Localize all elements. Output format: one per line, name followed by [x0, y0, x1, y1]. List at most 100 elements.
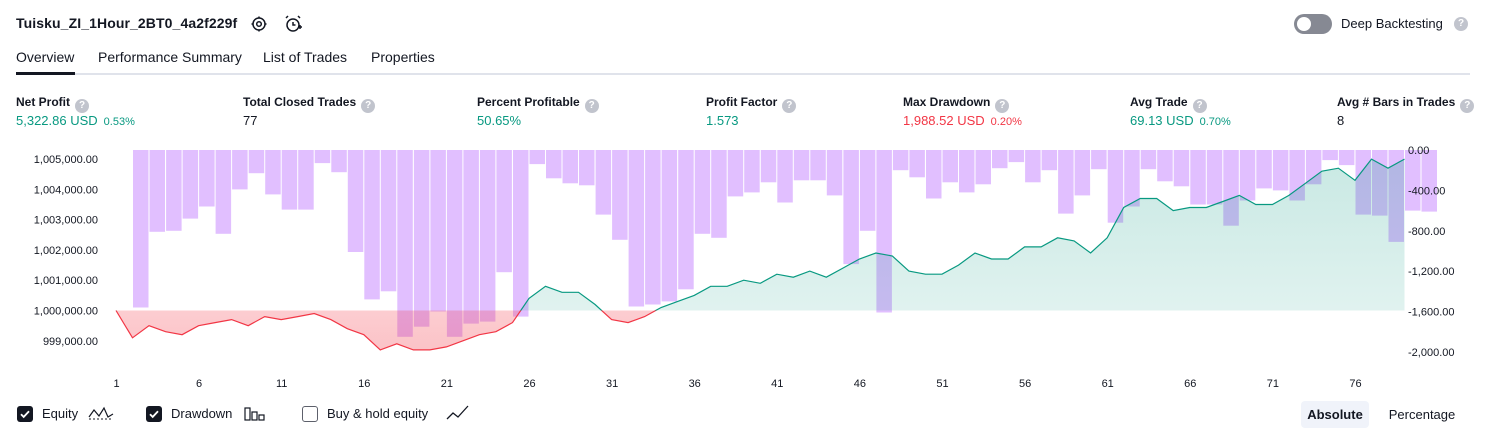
strategy-title: Tuisku_ZI_1Hour_2BT0_4a2f229f [16, 15, 238, 31]
metric-net-profit-value: 5,322.86 USD 0.53% [16, 113, 135, 128]
metric-profit-factor-label: Profit Factor? [706, 95, 797, 113]
drawdown-bar [364, 150, 380, 300]
drawdown-bar [199, 150, 215, 207]
drawdown-bar [562, 150, 578, 184]
equity-legend-label[interactable]: Equity [42, 406, 79, 421]
drawdown-bar [612, 150, 628, 240]
metric-profit-factor-value: 1.573 [706, 113, 739, 128]
drawdown-bar [1140, 150, 1157, 170]
x-axis-tick: 66 [1184, 378, 1196, 390]
drawdown-bar [926, 150, 942, 199]
drawdown-bar [347, 150, 364, 252]
metric-net-profit-label: Net Profit? [16, 95, 89, 113]
left-axis-tick: 999,000.00 [43, 336, 98, 348]
drawdown-bar [182, 150, 199, 219]
equity-profit-area [116, 159, 1405, 311]
drawdown-bar [1157, 150, 1173, 182]
drawdown-bar [1173, 150, 1190, 187]
drawdown-bar [529, 150, 545, 165]
info-icon[interactable]: ? [1192, 99, 1207, 113]
right-axis-tick: -400.00 [1408, 185, 1445, 197]
add-alert-icon[interactable] [283, 14, 303, 34]
drawdown-bar [1041, 150, 1058, 171]
drawdown-bar [232, 150, 248, 190]
equity-line-loss [115, 310, 657, 351]
right-axis-tick: 0.00 [1408, 145, 1429, 157]
equity-checkbox[interactable] [17, 406, 33, 422]
left-axis-tick: 1,001,000.00 [34, 275, 98, 287]
x-axis-tick: 76 [1349, 378, 1361, 390]
x-axis-tick: 36 [689, 378, 701, 390]
drawdown-bar [281, 150, 298, 210]
drawdown-bar [843, 150, 859, 265]
left-axis-tick: 1,002,000.00 [34, 245, 98, 257]
metric-avg-bars-value: 8 [1337, 113, 1345, 128]
gear-icon[interactable] [249, 14, 269, 34]
deep-backtesting-label: Deep Backtesting [1341, 16, 1443, 31]
drawdown-bar [909, 150, 925, 178]
drawdown-bar [892, 150, 909, 171]
drawdown-bar [248, 150, 265, 174]
info-icon[interactable]: ? [1460, 99, 1475, 113]
equity-drawdown-chart: 1,005,000.00 1,004,000.00 1,003,000.00 1,00… [34, 145, 1455, 390]
x-axis-tick: 21 [441, 378, 453, 390]
help-icon[interactable]: ? [1454, 17, 1468, 31]
info-icon[interactable]: ? [75, 99, 89, 113]
left-axis-tick: 1,003,000.00 [34, 215, 98, 227]
info-icon[interactable]: ? [584, 99, 599, 113]
tab-properties[interactable]: Properties [371, 49, 435, 65]
buy-hold-legend-label[interactable]: Buy & hold equity [327, 406, 429, 421]
drawdown-bar [777, 150, 793, 203]
right-axis-tick: -1,600.00 [1408, 307, 1454, 319]
drawdown-bar [1256, 150, 1272, 189]
left-axis-tick: 1,005,000.00 [34, 154, 98, 166]
drawdown-bar [215, 150, 232, 234]
metric-percent-profitable-label: Percent Profitable? [477, 95, 599, 113]
x-axis-tick: 26 [523, 378, 535, 390]
tab-performance-summary[interactable]: Performance Summary [98, 49, 242, 65]
drawdown-bar [133, 150, 149, 308]
drawdown-bar [331, 150, 347, 173]
drawdown-bar [595, 150, 612, 215]
drawdown-bar [744, 150, 760, 193]
drawdown-bar [496, 150, 512, 273]
right-axis-tick: -800.00 [1408, 226, 1445, 238]
metric-total-closed-trades-value: 77 [243, 113, 258, 128]
drawdown-bar [1338, 150, 1355, 166]
drawdown-bar [645, 150, 661, 305]
absolute-button[interactable]: Absolute [1301, 401, 1369, 428]
drawdown-bar [628, 150, 645, 307]
drawdown-bar [479, 150, 496, 322]
equity-line-profit [116, 158, 1405, 311]
deep-backtesting-toggle[interactable] [1294, 14, 1332, 34]
drawdown-bar [1206, 150, 1223, 205]
drawdown-bar [413, 150, 430, 327]
drawdown-bar [380, 150, 397, 292]
drawdown-bar [1405, 150, 1421, 211]
info-icon[interactable]: ? [995, 99, 1010, 113]
drawdown-checkbox[interactable] [146, 406, 162, 422]
drawdown-bar [826, 150, 843, 196]
x-axis-tick: 31 [606, 378, 618, 390]
drawdown-bar [298, 150, 314, 210]
info-icon[interactable]: ? [782, 99, 797, 113]
drawdown-bar [1322, 150, 1338, 161]
drawdown-bar [810, 150, 826, 181]
drawdown-legend-label[interactable]: Drawdown [171, 406, 233, 421]
info-icon[interactable]: ? [361, 99, 376, 113]
metric-total-closed-trades-label: Total Closed Trades? [243, 95, 376, 113]
drawdown-bar [992, 150, 1008, 169]
active-tab-indicator [16, 72, 75, 75]
drawdown-bar [430, 150, 446, 312]
x-axis-tick: 56 [1019, 378, 1031, 390]
drawdown-bar [579, 150, 595, 186]
metric-avg-bars-label: Avg # Bars in Trades? [1337, 95, 1475, 113]
x-axis-tick: 16 [358, 378, 370, 390]
tab-overview[interactable]: Overview [16, 49, 75, 65]
percentage-button[interactable]: Percentage [1388, 407, 1456, 422]
x-axis-tick: 46 [854, 378, 866, 390]
drawdown-bar [727, 150, 744, 197]
tab-list-of-trades[interactable]: List of Trades [263, 49, 348, 65]
metric-avg-trade-label: Avg Trade? [1130, 95, 1207, 113]
buy-hold-checkbox[interactable] [302, 406, 318, 422]
